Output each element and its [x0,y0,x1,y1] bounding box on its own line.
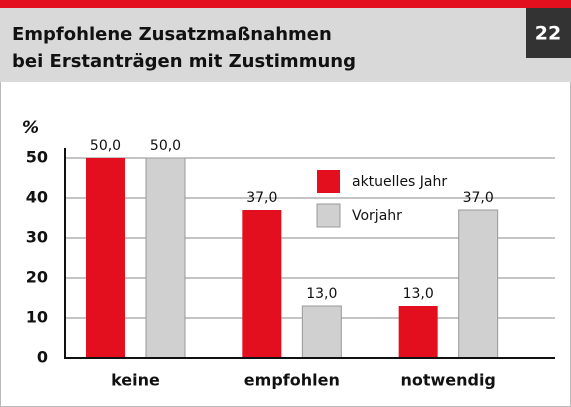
value-label: 37,0 [463,190,494,206]
bar [458,209,499,359]
legend-label: aktuelles Jahr [352,174,447,190]
y-tick-label: 20 [26,268,48,287]
y-tick-label: 30 [26,228,48,247]
bar [145,157,186,359]
value-label: 13,0 [403,286,434,302]
top-stripe [0,0,571,8]
x-tick-label: keine [111,371,160,390]
y-axis-label: % [22,118,39,138]
page-badge [526,8,571,58]
chart-title: Empfohlene Zusatzmaßnahmen [12,24,332,45]
value-label: 50,0 [90,138,121,154]
header [0,8,571,82]
chart-title: bei Erstanträgen mit Zustimmung [12,51,356,72]
bar [398,306,438,358]
y-tick-label: 50 [26,148,48,167]
x-tick-label: notwendig [400,371,495,390]
x-tick-label: empfohlen [244,371,340,390]
value-label: 13,0 [306,286,337,302]
y-tick-label: 10 [26,308,48,327]
value-label: 50,0 [150,138,181,154]
y-tick-label: 0 [37,348,48,367]
value-label: 37,0 [246,190,277,206]
bar [86,158,125,358]
bar [301,305,342,359]
page-number: 22 [535,23,561,45]
legend-swatch [317,170,340,193]
y-tick-label: 40 [26,188,48,207]
legend-swatch [316,203,341,228]
legend-label: Vorjahr [352,208,402,224]
bar [242,210,282,358]
